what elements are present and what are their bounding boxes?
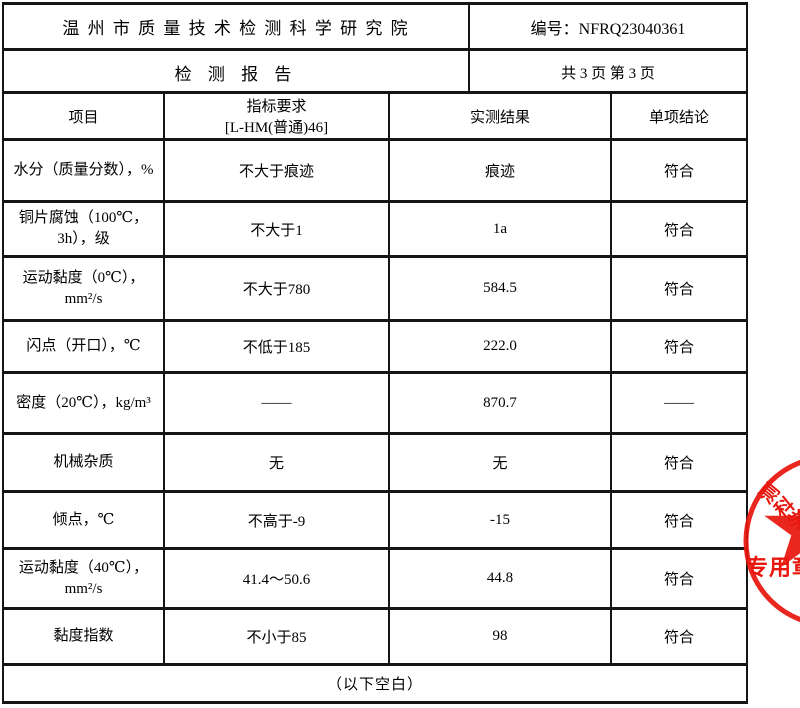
conclusion-cell: 符合	[610, 138, 748, 203]
item-cell: 黏度指数	[2, 607, 165, 666]
seal-label: 专用章	[746, 555, 800, 580]
table-row: 运动黏度（0℃）， mm²/s 不大于780 584.5 符合	[2, 255, 748, 322]
conclusion-cell: 符合	[610, 490, 748, 550]
col-header-item: 项目	[2, 91, 165, 141]
item-cell: 密度（20℃），kg/m³	[2, 371, 165, 435]
requirement-cell: 不低于185	[163, 319, 390, 374]
seal-ring	[743, 459, 800, 623]
result-cell: 870.7	[388, 371, 612, 435]
footer-row: （以下空白）	[2, 663, 748, 704]
seal-star-icon	[764, 508, 800, 568]
conclusion-cell: 符合	[610, 255, 748, 322]
conclusion-cell: ——	[610, 371, 748, 435]
table-row: 密度（20℃），kg/m³ —— 870.7 ——	[2, 371, 748, 435]
result-cell: 无	[388, 432, 612, 493]
requirement-spec: [L-HM(普通)46]	[224, 120, 329, 136]
item-cell: 闪点（开口），℃	[2, 319, 165, 374]
seal-arc-char: 测	[755, 479, 784, 508]
table-row: 铜片腐蚀（100℃， 3h），级 不大于1 1a 符合	[2, 200, 748, 258]
header-row-org: 温 州 市 质 量 技 术 检 测 科 学 研 究 院 编号：NFRQ23040…	[2, 2, 748, 51]
col-header-result: 实测结果	[388, 91, 612, 141]
org-name: 温 州 市 质 量 技 术 检 测 科 学 研 究 院	[2, 2, 470, 51]
conclusion-cell: 符合	[610, 607, 748, 666]
seal-graphic: 测 科 学 专用章	[743, 459, 800, 623]
table-row: 机械杂质 无 无 符合	[2, 432, 748, 493]
conclusion-cell: 符合	[610, 432, 748, 493]
table-row: 水分（质量分数），% 不大于痕迹 痕迹 符合	[2, 138, 748, 203]
table-row: 闪点（开口），℃ 不低于185 222.0 符合	[2, 319, 748, 374]
item-cell: 水分（质量分数），%	[2, 138, 165, 203]
result-cell: 222.0	[388, 319, 612, 374]
item-cell: 铜片腐蚀（100℃， 3h），级	[2, 200, 165, 258]
red-seal-stamp: 测 科 学 专用章	[742, 452, 800, 637]
report-header-table: 温 州 市 质 量 技 术 检 测 科 学 研 究 院 编号：NFRQ23040…	[2, 2, 748, 96]
item-cell: 机械杂质	[2, 432, 165, 493]
header-row-title: 检 测 报 告 共 3 页 第 3 页	[2, 48, 748, 96]
conclusion-cell: 符合	[610, 547, 748, 610]
blank-below-note: （以下空白）	[2, 663, 748, 704]
results-table: 项目 指标要求 [L-HM(普通)46] 实测结果 单项结论 水分（质量分数），…	[2, 91, 748, 704]
result-cell: 痕迹	[388, 138, 612, 203]
report-number: 编号：NFRQ23040361	[468, 2, 748, 51]
seal-arc-char: 科	[770, 492, 799, 522]
report-title: 检 测 报 告	[2, 48, 470, 96]
col-header-conclusion: 单项结论	[610, 91, 748, 141]
item-cell: 运动黏度（40℃）， mm²/s	[2, 547, 165, 610]
requirement-cell: 无	[163, 432, 390, 493]
column-header-row: 项目 指标要求 [L-HM(普通)46] 实测结果 单项结论	[2, 91, 748, 141]
conclusion-cell: 符合	[610, 319, 748, 374]
item-cell: 运动黏度（0℃）， mm²/s	[2, 255, 165, 322]
requirement-cell: 不大于1	[163, 200, 390, 258]
requirement-cell: 不小于85	[163, 607, 390, 666]
requirement-cell: 不大于780	[163, 255, 390, 322]
col-header-requirement: 指标要求 [L-HM(普通)46]	[163, 91, 390, 141]
page-info: 共 3 页 第 3 页	[468, 48, 748, 96]
requirement-cell: ——	[163, 371, 390, 435]
conclusion-cell: 符合	[610, 200, 748, 258]
requirement-cell: 不高于-9	[163, 490, 390, 550]
result-cell: 1a	[388, 200, 612, 258]
seal-arc-char: 学	[784, 505, 800, 534]
table-row: 倾点，℃ 不高于-9 -15 符合	[2, 490, 748, 550]
item-cell: 倾点，℃	[2, 490, 165, 550]
result-cell: 584.5	[388, 255, 612, 322]
requirement-label: 指标要求	[246, 99, 307, 115]
table-row: 运动黏度（40℃）， mm²/s 41.4～50.6 44.8 符合	[2, 547, 748, 610]
requirement-cell: 41.4～50.6	[163, 547, 390, 610]
requirement-cell: 不大于痕迹	[163, 138, 390, 203]
table-row: 黏度指数 不小于85 98 符合	[2, 607, 748, 666]
result-cell: 44.8	[388, 547, 612, 610]
result-cell: -15	[388, 490, 612, 550]
result-cell: 98	[388, 607, 612, 666]
